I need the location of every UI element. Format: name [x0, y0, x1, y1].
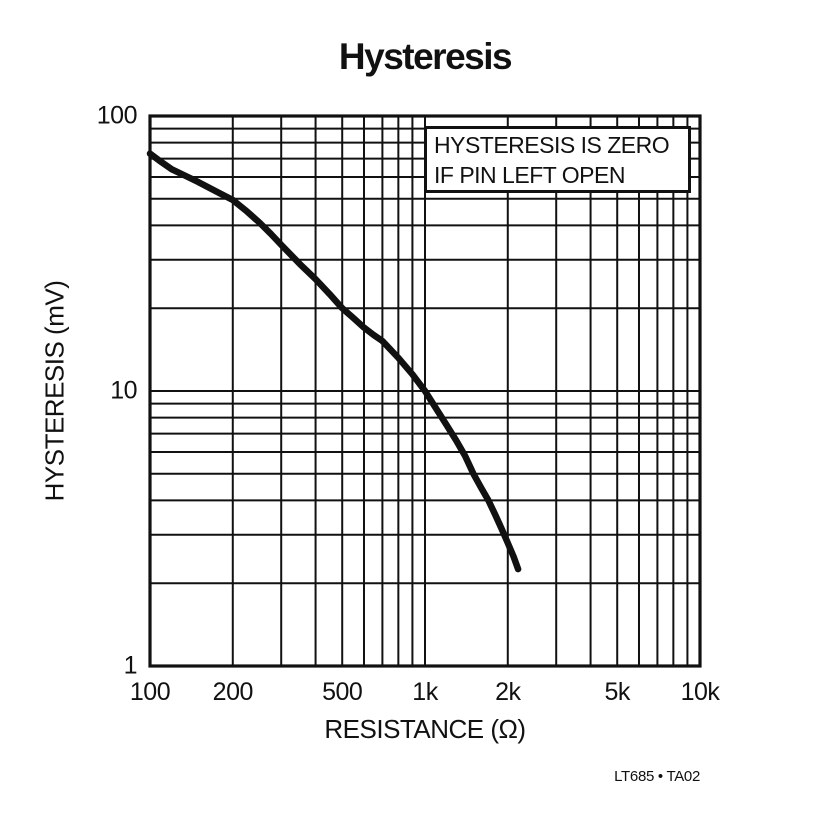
- figure-credit: LT685 • TA02: [614, 768, 700, 785]
- x-axis-title: RESISTANCE (Ω): [324, 714, 526, 744]
- annotation-line-1: HYSTERESIS IS ZERO: [434, 132, 670, 158]
- hysteresis-curve: [146, 150, 522, 573]
- chart-title: Hysteresis: [338, 36, 513, 77]
- plot-border: [148, 114, 702, 668]
- y-axis-title: HYSTERESIS (mV): [39, 280, 70, 502]
- annotation-box: HYSTERESIS IS ZERO IF PIN LEFT OPEN: [424, 126, 691, 193]
- annotation-line-2: IF PIN LEFT OPEN: [434, 162, 625, 188]
